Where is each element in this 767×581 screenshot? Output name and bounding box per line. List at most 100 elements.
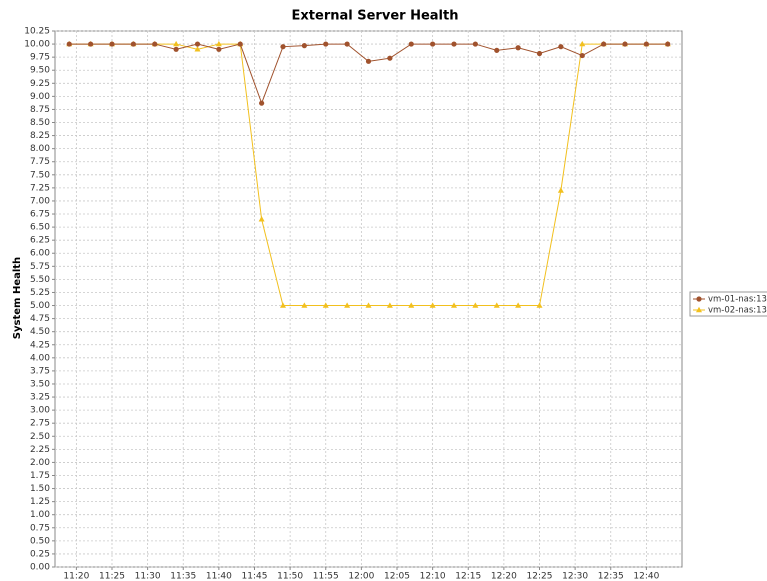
- point: [579, 40, 586, 47]
- x-tick-label: 11:20: [63, 572, 89, 581]
- y-tick-label: 2.75: [30, 419, 50, 429]
- y-tick-label: 8.25: [30, 131, 50, 141]
- x-tick-label: 12:05: [384, 572, 410, 581]
- y-tick-label: 0.00: [30, 563, 50, 573]
- point: [515, 45, 521, 51]
- point: [152, 41, 158, 47]
- y-tick-label: 3.25: [30, 393, 50, 403]
- y-tick-label: 3.50: [30, 379, 50, 389]
- point: [408, 302, 415, 308]
- point: [643, 41, 649, 47]
- x-tick-label: 12:30: [562, 572, 588, 581]
- y-tick-label: 9.25: [30, 79, 50, 89]
- y-tick-label: 0.50: [30, 536, 50, 546]
- point: [579, 52, 585, 59]
- point: [558, 44, 564, 50]
- point: [344, 41, 350, 47]
- point: [665, 41, 671, 47]
- point: [301, 302, 308, 308]
- x-tick-label: 11:45: [242, 572, 268, 581]
- point: [173, 40, 180, 47]
- x-tick-label: 12:35: [598, 572, 624, 581]
- x-tick-label: 12:20: [491, 572, 517, 581]
- x-tick-label: 12:00: [348, 572, 374, 581]
- y-tick-label: 2.00: [30, 458, 50, 468]
- point: [216, 46, 222, 52]
- x-tick-label: 12:25: [527, 572, 553, 581]
- point: [88, 41, 94, 47]
- point: [365, 58, 372, 64]
- legend-box: [689, 291, 767, 317]
- point: [66, 41, 72, 47]
- x-tick-label: 12:10: [420, 572, 446, 581]
- y-tick-label: 7.25: [30, 183, 50, 193]
- point: [301, 43, 307, 49]
- x-tick-label: 11:55: [313, 572, 339, 581]
- y-tick-label: 9.50: [30, 66, 50, 76]
- plot-area: [54, 30, 683, 568]
- point: [622, 41, 628, 47]
- y-tick-label: 5.75: [30, 262, 50, 272]
- point: [387, 55, 393, 61]
- y-tick-label: 8.00: [30, 144, 50, 154]
- x-tick-label: 11:40: [206, 572, 232, 581]
- y-tick-label: 8.75: [30, 105, 50, 115]
- y-tick-label: 6.75: [30, 210, 50, 220]
- point: [472, 41, 478, 47]
- x-tick-label: 11:35: [170, 572, 196, 581]
- x-tick-label: 11:25: [99, 572, 125, 581]
- point: [323, 41, 329, 47]
- point: [472, 302, 479, 308]
- y-tick-label: 7.50: [30, 170, 50, 180]
- point: [237, 41, 243, 47]
- y-axis-label: System Health: [12, 257, 23, 339]
- point: [194, 41, 201, 47]
- y-tick-label: 1.00: [30, 510, 50, 520]
- point: [601, 41, 607, 47]
- legend-label: vm-02-nas:1389: [708, 306, 767, 316]
- y-tick-label: 6.25: [30, 236, 50, 246]
- y-tick-label: 7.00: [30, 196, 50, 206]
- y-tick-label: 5.00: [30, 301, 50, 311]
- point: [173, 46, 179, 52]
- point: [408, 41, 414, 47]
- y-tick-label: 4.50: [30, 327, 50, 337]
- y-tick-label: 9.00: [30, 92, 50, 102]
- point: [130, 41, 136, 47]
- chart-title: External Server Health: [292, 9, 459, 24]
- legend-marker: [696, 306, 702, 313]
- point: [557, 187, 564, 193]
- point: [451, 41, 457, 47]
- point: [493, 302, 500, 308]
- y-tick-label: 4.75: [30, 314, 50, 324]
- point: [344, 302, 351, 308]
- y-tick-label: 0.25: [30, 549, 50, 559]
- y-tick-label: 2.50: [30, 432, 50, 442]
- y-tick-label: 10.00: [24, 40, 50, 50]
- point: [515, 302, 522, 308]
- y-tick-label: 3.00: [30, 406, 50, 416]
- point: [365, 302, 372, 308]
- y-tick-label: 1.75: [30, 471, 50, 481]
- point: [322, 302, 329, 308]
- point: [536, 302, 543, 308]
- y-tick-label: 0.75: [30, 523, 50, 533]
- legend-label: vm-01-nas:1389: [708, 295, 767, 305]
- point: [194, 46, 201, 52]
- point: [259, 100, 265, 106]
- point: [215, 40, 222, 47]
- point: [280, 44, 286, 50]
- point: [430, 41, 436, 47]
- y-tick-label: 1.25: [30, 497, 50, 507]
- y-tick-label: 6.00: [30, 249, 50, 259]
- y-tick-label: 5.25: [30, 288, 50, 298]
- y-tick-label: 7.75: [30, 157, 50, 167]
- x-tick-label: 12:15: [455, 572, 481, 581]
- y-tick-label: 1.50: [30, 484, 50, 494]
- x-tick-label: 12:40: [633, 572, 659, 581]
- point: [386, 302, 393, 308]
- y-tick-label: 6.50: [30, 223, 50, 233]
- y-tick-label: 3.75: [30, 366, 50, 376]
- point: [280, 302, 286, 308]
